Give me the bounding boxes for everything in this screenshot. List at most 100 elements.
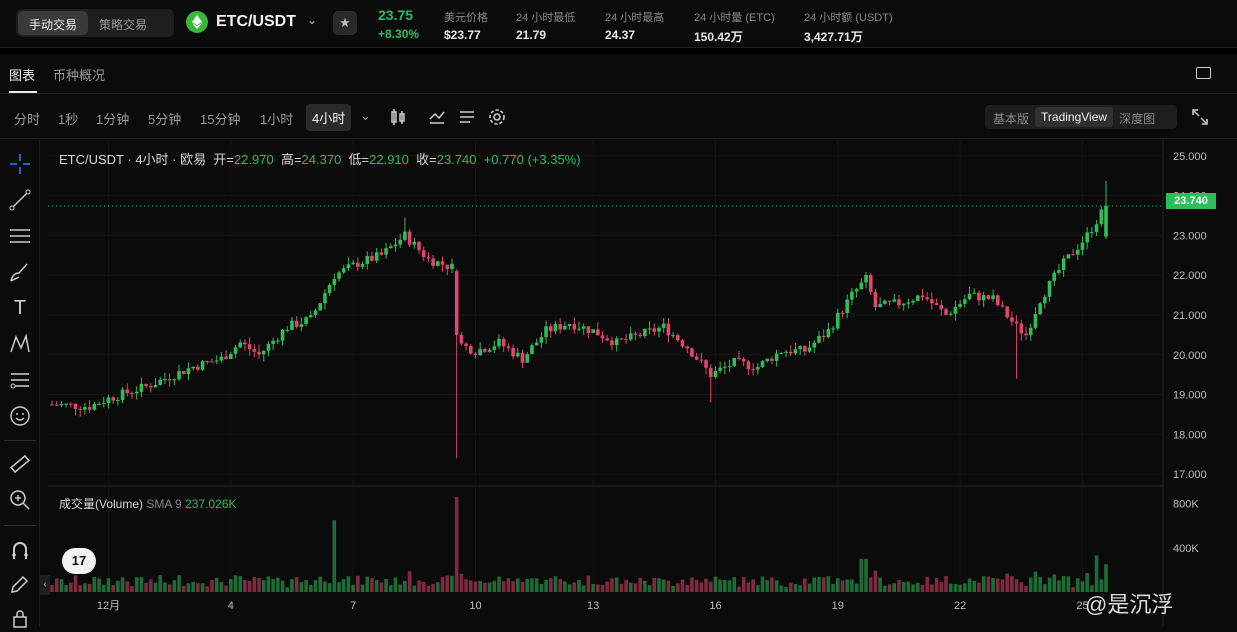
- ruler-icon[interactable]: [6, 450, 34, 478]
- mode-manual[interactable]: 手动交易: [18, 11, 89, 35]
- volume-bar: [539, 584, 544, 592]
- candle-body: [388, 246, 393, 249]
- timeframe-4h[interactable]: 4小时: [306, 104, 352, 131]
- zoom-in-icon[interactable]: [6, 486, 34, 514]
- volume-bar: [304, 580, 308, 592]
- timeframe-timeline[interactable]: 分时: [14, 112, 41, 127]
- candle-body: [191, 366, 195, 369]
- crosshair-icon[interactable]: [6, 150, 34, 178]
- candle-body: [981, 295, 986, 301]
- volume-bar: [1005, 573, 1009, 592]
- volume-bar: [864, 558, 868, 592]
- volume-bar: [751, 579, 755, 592]
- volume-bar: [600, 584, 605, 592]
- legend-title: ETC/USDT · 4小时 · 欧易: [59, 152, 207, 167]
- fib-icon[interactable]: [6, 366, 34, 394]
- favorite-star-icon[interactable]: ★: [333, 11, 357, 35]
- volume-bar: [854, 583, 859, 592]
- timeframe-1h[interactable]: 1小时: [260, 112, 294, 127]
- mode-strategy[interactable]: 策略交易: [99, 18, 148, 32]
- pencil-lock-icon[interactable]: [6, 570, 34, 598]
- volume-bar: [73, 575, 78, 592]
- volume-bar: [1038, 577, 1042, 592]
- version-basic[interactable]: 基本版: [993, 112, 1030, 126]
- candle-body: [370, 255, 374, 261]
- candle-body: [238, 342, 243, 348]
- version-depth[interactable]: 深度图: [1119, 112, 1156, 126]
- volume-bar: [337, 582, 341, 592]
- volume-bar: [944, 576, 948, 592]
- indicators-icon[interactable]: [428, 108, 446, 126]
- candle-body: [751, 369, 755, 371]
- candle-body: [708, 367, 713, 378]
- chevron-down-icon[interactable]: ⌄: [360, 108, 371, 123]
- volume-bar: [1014, 579, 1019, 592]
- candle-body: [261, 350, 266, 355]
- candle-body: [1000, 305, 1005, 307]
- timeframe-1s[interactable]: 1秒: [58, 112, 79, 127]
- volume-bar: [699, 582, 704, 592]
- candle-type-icon[interactable]: [389, 108, 407, 126]
- volume-bar: [271, 578, 275, 592]
- candle-body: [219, 356, 224, 361]
- candle-body: [120, 389, 125, 401]
- version-tradingview[interactable]: TradingView: [1035, 107, 1114, 127]
- trend-line-icon[interactable]: [6, 186, 34, 214]
- candle-body: [614, 338, 619, 346]
- candle-body: [812, 342, 817, 348]
- candle-body: [610, 340, 614, 346]
- stat-24h-turnover: 24 小时额 (USDT) 3,427.71万: [804, 9, 893, 45]
- candle-body: [925, 297, 929, 300]
- candle-body: [111, 397, 115, 401]
- volume-bar: [1066, 576, 1071, 592]
- candle-body: [520, 352, 525, 363]
- text-tool-icon[interactable]: T: [13, 296, 27, 319]
- low-value: 22.910: [369, 152, 409, 167]
- volume-tick: 400K: [1173, 543, 1199, 555]
- chevron-down-icon[interactable]: ⌄: [307, 13, 318, 27]
- tab-coin-overview[interactable]: 币种概况: [53, 68, 106, 83]
- time-tick: 7: [350, 600, 356, 612]
- timeframe-1m[interactable]: 1分钟: [96, 112, 130, 127]
- timeframe-15m[interactable]: 15分钟: [200, 112, 241, 127]
- horizontal-lines-icon[interactable]: [6, 222, 34, 250]
- pair-name[interactable]: ETC/USDT: [216, 13, 296, 30]
- candle-body: [280, 329, 285, 341]
- stat-label: 美元价格: [444, 12, 488, 24]
- stat-label: 24 小时最低: [516, 12, 576, 24]
- emoji-icon[interactable]: [6, 402, 34, 430]
- volume-bar: [558, 579, 562, 592]
- candle-body: [704, 360, 708, 368]
- candle-body: [464, 343, 468, 346]
- settings-gear-icon[interactable]: [487, 107, 507, 127]
- candle-body: [506, 346, 511, 349]
- candle-body: [986, 295, 991, 299]
- layout-list-icon[interactable]: [458, 108, 476, 126]
- chart-toolbar: 分时 1秒 1分钟 5分钟 15分钟 1小时 4小时 ⌄ 基本版 Trading…: [0, 95, 1237, 139]
- candle-body: [360, 263, 365, 267]
- pattern-icon[interactable]: [6, 330, 34, 358]
- volume-bar: [704, 578, 708, 592]
- stat-value: 21.79: [516, 28, 547, 42]
- magnet-icon[interactable]: [6, 536, 34, 564]
- candle-body: [1010, 317, 1014, 322]
- volume-bar: [1080, 581, 1085, 592]
- volume-bar: [690, 577, 694, 592]
- volume-bar: [483, 582, 487, 592]
- time-tick: 10: [469, 600, 481, 612]
- volume-bar: [172, 580, 177, 592]
- volume-bar: [365, 576, 370, 592]
- volume-bar: [1099, 579, 1104, 592]
- timeframe-5m[interactable]: 5分钟: [148, 112, 182, 127]
- volume-bar: [196, 583, 200, 592]
- candle-body: [883, 300, 887, 304]
- window-icon[interactable]: [1196, 67, 1211, 79]
- volume-bar: [732, 577, 737, 592]
- brush-icon[interactable]: [6, 258, 34, 286]
- tab-chart[interactable]: 图表: [9, 68, 36, 83]
- volume-bar: [967, 578, 972, 592]
- fullscreen-icon[interactable]: [1192, 109, 1208, 125]
- candle-body: [224, 356, 228, 359]
- collapse-toolbar-button[interactable]: ‹: [40, 575, 50, 595]
